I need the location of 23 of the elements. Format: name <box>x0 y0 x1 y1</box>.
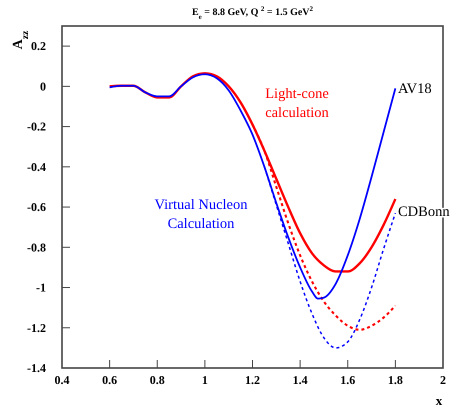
x-tick-label: 0.6 <box>102 373 118 387</box>
annotation: Virtual Nucleon Calculation <box>154 197 248 232</box>
y-tick-label: 0.2 <box>31 39 46 54</box>
annotation: AV18 <box>398 81 432 97</box>
x-tick-label: 1.8 <box>388 373 403 387</box>
x-tick-label: 0.4 <box>54 373 70 387</box>
x-tick-label: 1.4 <box>292 373 308 387</box>
x-tick-label: 2 <box>440 373 446 387</box>
x-tick-label: 0.8 <box>150 373 165 387</box>
y-tick-label: -1.4 <box>27 361 46 375</box>
y-tick-label: 0 <box>40 79 46 94</box>
x-axis-title: x <box>436 393 443 408</box>
x-tick-label: 1 <box>202 373 208 387</box>
y-tick-label: -1.2 <box>27 320 46 335</box>
x-tick-label: 1.2 <box>245 373 260 387</box>
chart-title: E$_{e}$ = 8.8 GeV, Q $^{2}$ = 1.5 GeV$^{2}$ <box>192 5 314 21</box>
y-tick-label: -0.6 <box>27 200 46 214</box>
annotation: Light-cone calculation <box>265 86 330 121</box>
y-tick-label: -0.4 <box>27 160 46 174</box>
x-tick-label: 1.6 <box>340 373 356 387</box>
y-tick-label: -0.8 <box>27 240 46 254</box>
y-tick-label: -0.2 <box>27 120 46 134</box>
y-tick-label: -1 <box>36 280 46 295</box>
